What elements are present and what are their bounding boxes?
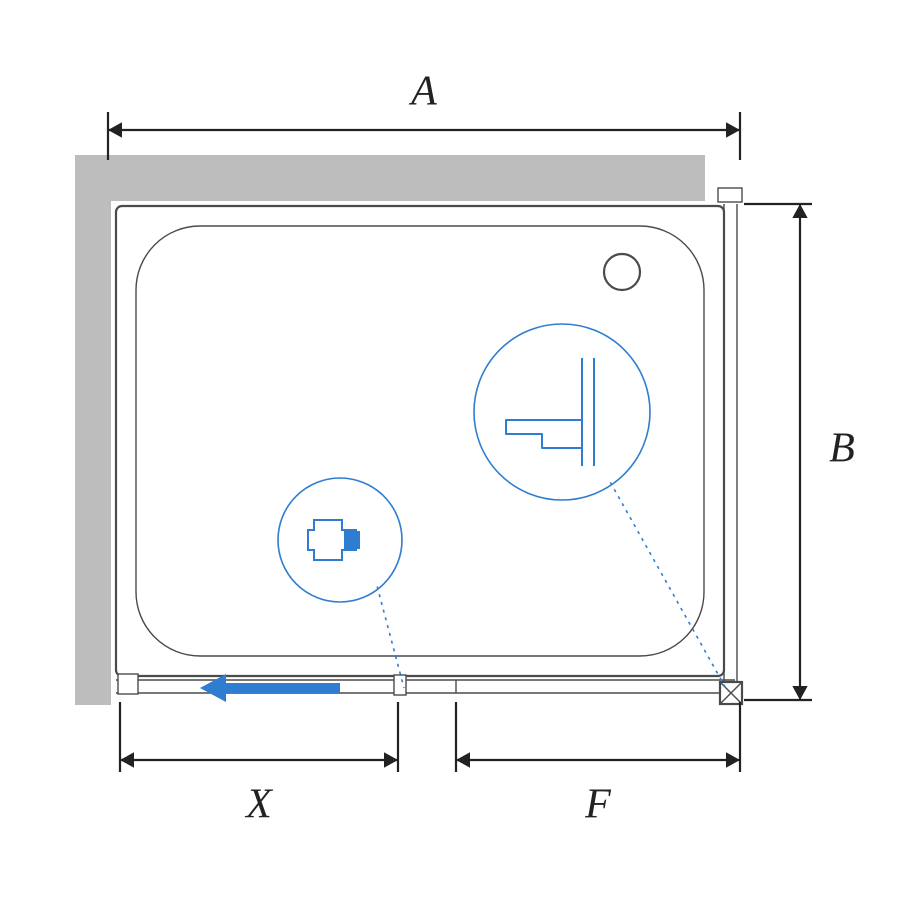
detail-left-circle (278, 478, 402, 602)
detail-right-circle (474, 324, 650, 500)
left-stop-icon (118, 674, 138, 694)
dim-b-label: B (829, 426, 855, 472)
top-bracket-icon (718, 188, 742, 202)
canvas (0, 0, 900, 900)
door-handle-icon (394, 675, 406, 695)
dim-x-label: X (244, 782, 274, 828)
dim-a-label: A (408, 69, 437, 115)
slide-arrow-icon (218, 683, 340, 693)
dim-f-label: F (584, 782, 611, 828)
